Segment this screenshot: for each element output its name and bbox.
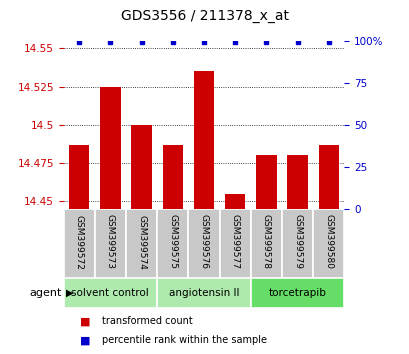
Bar bbox=[287, 155, 307, 209]
Bar bbox=[219, 209, 250, 278]
Bar bbox=[162, 145, 182, 209]
Text: GSM399574: GSM399574 bbox=[137, 215, 146, 269]
Bar bbox=[250, 278, 344, 308]
Bar bbox=[157, 209, 188, 278]
Bar bbox=[225, 194, 245, 209]
Text: torcetrapib: torcetrapib bbox=[268, 288, 326, 298]
Text: GSM399576: GSM399576 bbox=[199, 215, 208, 269]
Bar bbox=[94, 209, 126, 278]
Bar bbox=[250, 209, 281, 278]
Text: GSM399578: GSM399578 bbox=[261, 215, 270, 269]
Bar bbox=[69, 145, 89, 209]
Bar bbox=[131, 125, 151, 209]
Text: GSM399579: GSM399579 bbox=[292, 215, 301, 269]
Bar bbox=[188, 209, 219, 278]
Text: angiotensin II: angiotensin II bbox=[169, 288, 238, 298]
Text: agent: agent bbox=[29, 288, 61, 298]
Text: ▶: ▶ bbox=[65, 288, 73, 298]
Bar bbox=[157, 278, 250, 308]
Bar bbox=[318, 145, 338, 209]
Text: GSM399572: GSM399572 bbox=[74, 215, 83, 269]
Text: transformed count: transformed count bbox=[102, 316, 193, 326]
Bar bbox=[63, 278, 157, 308]
Text: GSM399580: GSM399580 bbox=[324, 215, 333, 269]
Text: GSM399575: GSM399575 bbox=[168, 215, 177, 269]
Text: GSM399573: GSM399573 bbox=[106, 215, 115, 269]
Bar bbox=[312, 209, 344, 278]
Text: ■: ■ bbox=[80, 316, 90, 326]
Text: solvent control: solvent control bbox=[71, 288, 149, 298]
Text: ■: ■ bbox=[80, 335, 90, 345]
Text: percentile rank within the sample: percentile rank within the sample bbox=[102, 335, 267, 345]
Bar bbox=[256, 155, 276, 209]
Text: GDS3556 / 211378_x_at: GDS3556 / 211378_x_at bbox=[121, 9, 288, 23]
Bar bbox=[126, 209, 157, 278]
Bar bbox=[63, 209, 94, 278]
Bar bbox=[193, 71, 213, 209]
Text: GSM399577: GSM399577 bbox=[230, 215, 239, 269]
Bar bbox=[100, 87, 120, 209]
Bar bbox=[281, 209, 312, 278]
